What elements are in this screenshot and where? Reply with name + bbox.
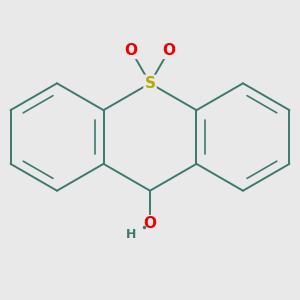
Text: O: O	[124, 43, 137, 58]
Text: O: O	[143, 216, 157, 231]
Text: O: O	[163, 43, 176, 58]
Text: S: S	[145, 76, 155, 91]
Text: H: H	[126, 227, 136, 241]
